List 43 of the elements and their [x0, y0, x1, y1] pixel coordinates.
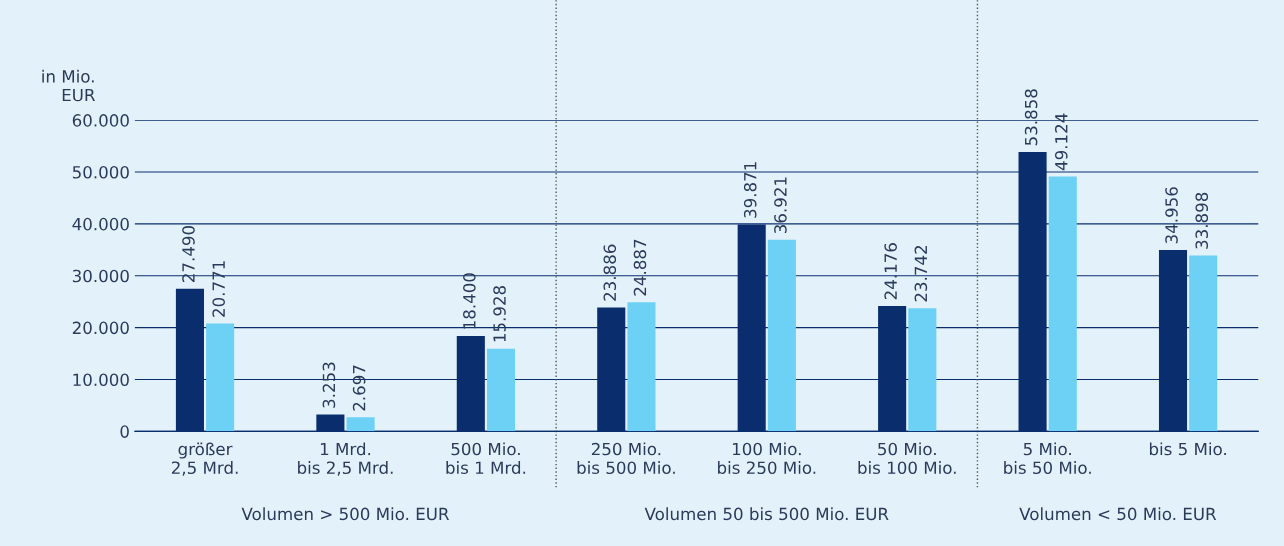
x-tick-label: bis 5 Mio. — [1149, 442, 1226, 456]
x-tick-label: 250 Mio. bis 500 Mio. — [577, 442, 675, 475]
data-label: 49.124 — [1054, 113, 1068, 171]
x-tick-label: 1 Mrd. bis 2,5 Mrd. — [298, 442, 393, 476]
data-label: 2.697 — [352, 365, 366, 411]
data-label: 39.871 — [743, 162, 757, 218]
bar — [1189, 255, 1218, 432]
data-label: 53.858 — [1024, 89, 1038, 146]
text: Volumen < 50 Mio. EUR — [1019, 507, 1217, 521]
x-tick-label: 5 Mio. bis 50 Mio. — [1004, 442, 1091, 475]
x-tick-label: 50 Mio. bis 100 Mio. — [858, 442, 956, 475]
bar — [908, 308, 937, 432]
x-tick-label: 100 Mio. bis 250 Mio. — [718, 442, 816, 475]
y-tick-label: 40.000 — [72, 217, 129, 231]
data-label: 20.771 — [212, 261, 225, 317]
bar — [1048, 176, 1077, 432]
data-label: 36.921 — [774, 177, 787, 233]
data-label: 33.898 — [1195, 192, 1209, 249]
y-tick-label: 50.000 — [72, 165, 129, 179]
data-label: 3.253 — [322, 362, 336, 408]
y-tick-label: 10.000 — [73, 373, 129, 387]
y-tick-label: 30.000 — [72, 269, 129, 283]
x-tick-label: 500 Mio. bis 1 Mrd. — [446, 442, 526, 475]
data-label: 23.742 — [914, 245, 928, 302]
data-label: 27.490 — [182, 225, 195, 282]
data-label: 24.887 — [633, 239, 647, 296]
bar — [627, 302, 656, 432]
y-tick-label: 20.000 — [72, 321, 129, 335]
data-label: 18.400 — [463, 273, 476, 329]
data-label: 15.928 — [493, 285, 506, 342]
data-label: 23.886 — [603, 244, 617, 301]
data-label: 34.956 — [1165, 187, 1178, 244]
bar — [206, 323, 235, 432]
text: Volumen 50 bis 500 Mio. EUR — [644, 507, 889, 521]
data-label: 24.176 — [884, 243, 897, 300]
bar — [486, 348, 516, 432]
bar — [767, 239, 796, 432]
x-tick-label: größer 2,5 Mrd. — [171, 442, 238, 476]
bar — [346, 417, 375, 432]
text: Volumen > 500 Mio. EUR — [241, 507, 450, 521]
y-tick-label: 0 — [120, 425, 129, 438]
y-axis-title: in Mio. EUR — [42, 69, 96, 102]
y-tick-label: 60.000 — [72, 114, 129, 127]
